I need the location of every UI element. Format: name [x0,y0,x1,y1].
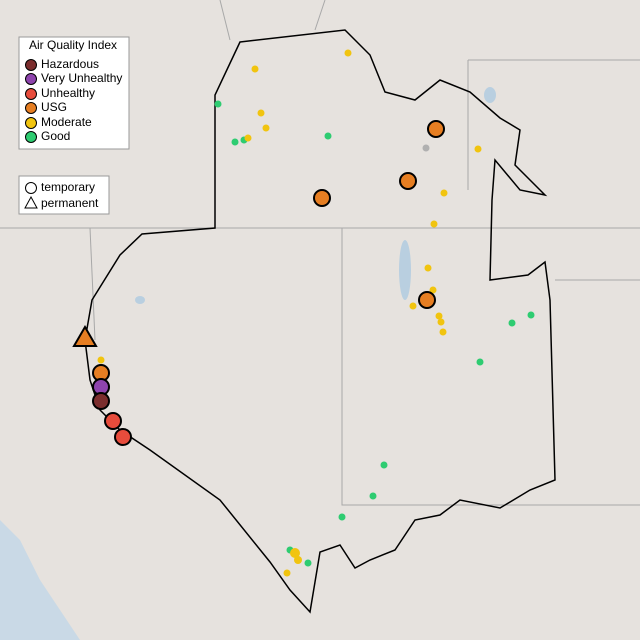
legend-swatch [25,88,37,100]
legend-swatch [25,73,37,85]
legend-label: USG [41,100,67,114]
legend-swatch [25,131,37,143]
lakes [135,87,496,304]
legend-swatch [25,117,37,129]
legend: Air Quality Index Hazardous Very Unhealt… [18,36,130,215]
monitors [72,49,535,577]
state-borders [0,0,640,506]
legend-label: permanent [41,196,99,210]
legend-label: Good [41,129,70,143]
legend-box [18,36,130,150]
legend-label: temporary [41,180,95,194]
district-boundary [84,29,556,614]
legend-label: Moderate [41,115,92,129]
legend-label: Very Unhealthy [41,71,122,85]
legend-shape [24,195,38,209]
legend-label: Hazardous [41,57,99,71]
legend-swatch [25,59,37,71]
legend-label: Unhealthy [41,86,95,100]
legend-title: Air Quality Index [29,38,117,52]
legend-shape [25,182,37,194]
ocean [0,520,80,640]
legend-swatch [25,102,37,114]
